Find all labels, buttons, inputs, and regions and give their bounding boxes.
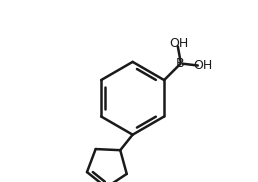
Text: OH: OH <box>193 59 212 72</box>
Text: B: B <box>176 57 185 70</box>
Text: OH: OH <box>169 37 188 50</box>
